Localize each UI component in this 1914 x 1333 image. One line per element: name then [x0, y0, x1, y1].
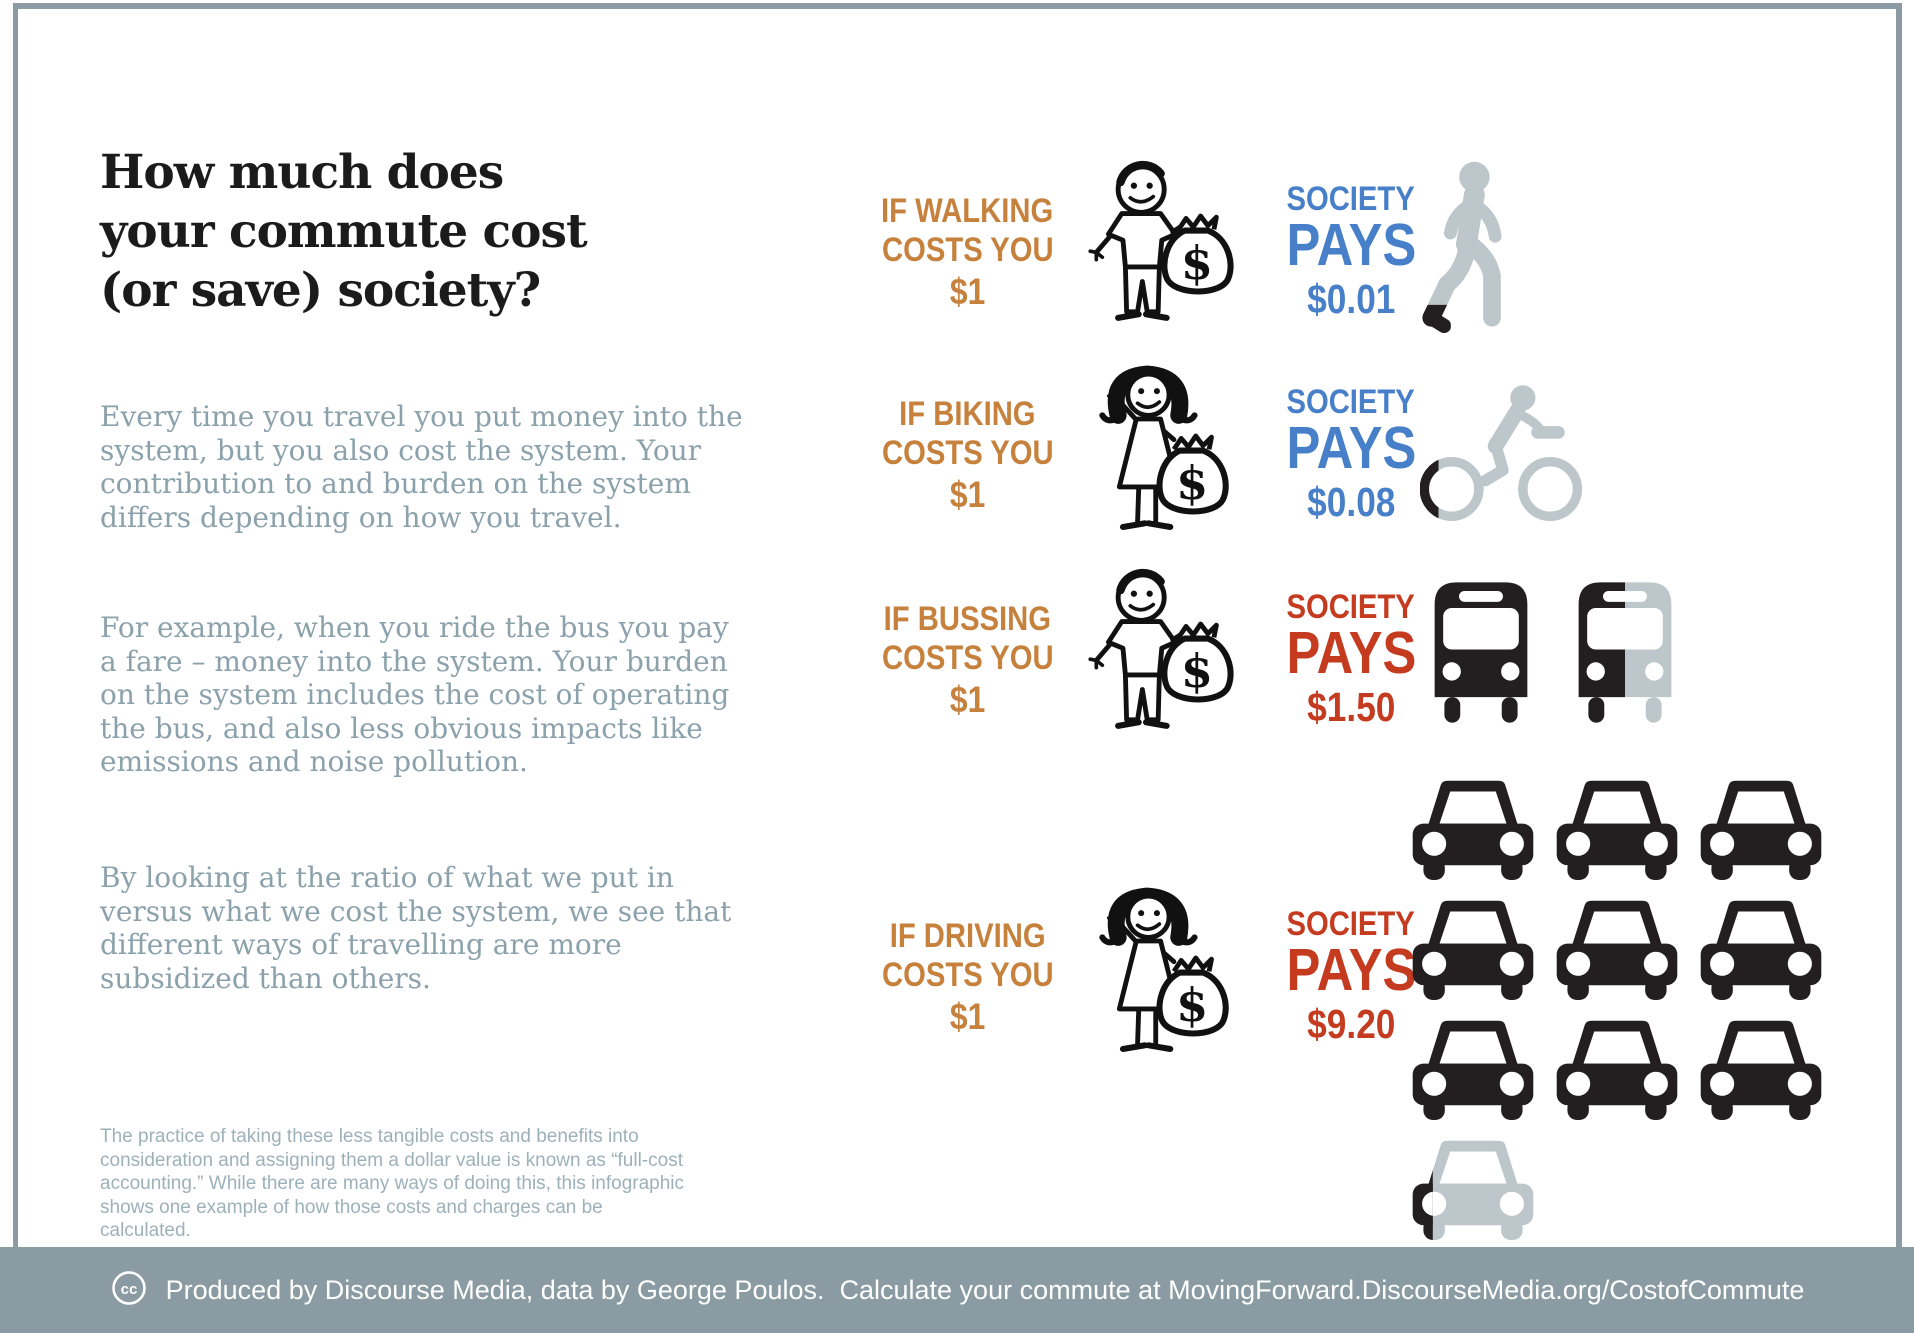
- creative-commons-icon: cc: [110, 1269, 148, 1312]
- car-icon-glyph: [1406, 770, 1540, 880]
- cost-amount: $1: [949, 473, 986, 515]
- society-pays-word: SOCIETY: [1286, 383, 1416, 421]
- cost-label-line: COSTS YOU: [881, 433, 1054, 472]
- society-pays-amount: $9.20: [1306, 1001, 1396, 1047]
- cost-label-line: IF BUSSING: [883, 599, 1052, 638]
- car-icon-glyph: [1550, 770, 1684, 880]
- mode-icons-walking: [1420, 145, 1860, 360]
- car-icon: [1550, 770, 1684, 880]
- ratio-paragraph: By looking at the ratio of what we put i…: [100, 861, 732, 995]
- mode-icons-bussing: [1420, 553, 1860, 768]
- car-icon-glyph: [1550, 890, 1684, 1000]
- cost-amount: $1: [949, 678, 986, 720]
- cost-label-biking: IF BIKING COSTS YOU $1: [860, 348, 1075, 563]
- stick-figure-man-with-money-bag-icon: $: [1078, 145, 1248, 360]
- commute-row-driving: IF DRIVING COSTS YOU $1 $ SOCIETY PAYS $9.20: [860, 870, 1870, 1085]
- stick-figure-woman-with-money-bag-icon: $: [1078, 870, 1248, 1085]
- cost-label-line: COSTS YOU: [881, 955, 1054, 994]
- title-line: How much does: [100, 145, 504, 201]
- stick-figure-man-with-money-bag-icon: $: [1078, 553, 1248, 768]
- frame-right-border: [1896, 3, 1902, 1247]
- footnote-text: The practice of taking these less tangib…: [100, 1126, 685, 1241]
- society-pays-word: PAYS: [1286, 415, 1416, 481]
- car-pictogram-grid: [1406, 770, 1846, 1240]
- bus-icon-filled-fraction: [1564, 575, 1625, 724]
- title-line: your commute cost: [100, 204, 588, 260]
- cost-label-line: IF DRIVING: [889, 916, 1046, 955]
- car-icon: [1406, 770, 1540, 880]
- car-icon: [1694, 770, 1828, 880]
- cost-label-driving: IF DRIVING COSTS YOU $1: [860, 870, 1075, 1085]
- cost-label-line: COSTS YOU: [881, 230, 1054, 269]
- society-pays-biking: SOCIETY PAYS $0.08: [1252, 348, 1450, 563]
- car-icon-glyph: [1694, 770, 1828, 880]
- intro-paragraph: Every time you travel you put money into…: [100, 400, 743, 534]
- footer-bar: cc Produced by Discourse Media, data by …: [0, 1247, 1914, 1333]
- svg-text:$: $: [1181, 644, 1213, 698]
- car-icon-glyph: [1406, 1010, 1540, 1120]
- bus-icon: [1420, 575, 1542, 724]
- stick-figure-woman-with-money-bag-icon: $: [1078, 348, 1248, 563]
- society-pays-driving: SOCIETY PAYS $9.20: [1252, 870, 1450, 1085]
- car-icon-glyph-filled-fraction: [1406, 1130, 1433, 1240]
- partial-car-icon: [1406, 1130, 1540, 1240]
- society-pays-word: PAYS: [1286, 937, 1416, 1003]
- frame-left-border: [13, 3, 18, 1247]
- frame-top-border: [13, 3, 1902, 9]
- footer-credit: Produced by Discourse Media, data by Geo…: [165, 1274, 1805, 1305]
- society-pays-word: PAYS: [1286, 620, 1416, 686]
- society-pays-amount: $0.01: [1306, 276, 1396, 322]
- cost-amount: $1: [949, 270, 986, 312]
- car-icon: [1406, 1010, 1540, 1120]
- society-pays-word: SOCIETY: [1286, 180, 1416, 218]
- society-pays-walking: SOCIETY PAYS $0.01: [1252, 145, 1450, 360]
- car-icon: [1550, 1010, 1684, 1120]
- svg-text:$: $: [1176, 978, 1208, 1032]
- commute-row-walking: IF WALKING COSTS YOU $1 $ SOCIETY PAYS $0.01: [860, 145, 1870, 360]
- cyclist-icon: [1420, 380, 1588, 532]
- cost-label-line: COSTS YOU: [881, 638, 1054, 677]
- walking-person-icon: [1420, 161, 1516, 337]
- commute-row-biking: IF BIKING COSTS YOU $1 $ SOCIETY PAYS $0.08: [860, 348, 1870, 563]
- walking-person-icon-filled-fraction: [1420, 304, 1451, 337]
- car-icon: [1694, 1010, 1828, 1120]
- mode-icons-biking: [1420, 348, 1860, 563]
- car-icon: [1550, 890, 1684, 1000]
- society-pays-amount: $0.08: [1306, 479, 1396, 525]
- car-icon-glyph: [1694, 1010, 1828, 1120]
- bus-icon: [1564, 575, 1686, 724]
- car-icon-glyph: [1406, 1130, 1540, 1240]
- society-pays-word: SOCIETY: [1286, 588, 1416, 626]
- title-line: (or save) society?: [100, 263, 541, 319]
- cost-label-walking: IF WALKING COSTS YOU $1: [860, 145, 1075, 360]
- society-pays-amount: $1.50: [1306, 684, 1396, 730]
- cost-label-line: IF BIKING: [899, 394, 1036, 433]
- example-paragraph: For example, when you ride the bus you p…: [100, 611, 730, 778]
- society-pays-bussing: SOCIETY PAYS $1.50: [1252, 553, 1450, 768]
- car-icon: [1694, 890, 1828, 1000]
- cost-amount: $1: [949, 995, 986, 1037]
- society-pays-word: PAYS: [1286, 212, 1416, 278]
- svg-text:$: $: [1176, 456, 1208, 510]
- car-icon-glyph: [1550, 1010, 1684, 1120]
- cost-label-line: IF WALKING: [881, 191, 1054, 230]
- commute-row-bussing: IF BUSSING COSTS YOU $1 $ SOCIETY PAYS $1.50: [860, 553, 1870, 768]
- car-icon: [1406, 890, 1540, 1000]
- car-icon-glyph: [1694, 890, 1828, 1000]
- page-title: How much does your commute cost (or save…: [100, 143, 760, 320]
- cyclist-icon-filled-fraction: [1420, 380, 1439, 532]
- cost-label-bussing: IF BUSSING COSTS YOU $1: [860, 553, 1075, 768]
- society-pays-word: SOCIETY: [1286, 905, 1416, 943]
- svg-text:$: $: [1181, 236, 1213, 290]
- svg-text:cc: cc: [120, 1281, 137, 1298]
- car-icon-glyph: [1406, 890, 1540, 1000]
